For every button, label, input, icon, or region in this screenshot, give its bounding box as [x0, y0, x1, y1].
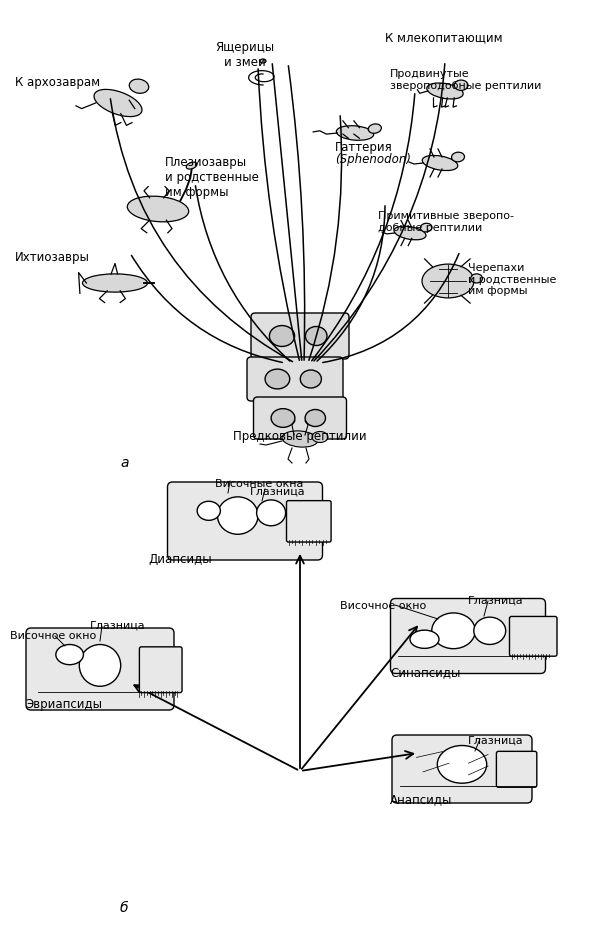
Text: Примитивные зверопо-
добные рептилии: Примитивные зверопо- добные рептилии [378, 211, 514, 233]
Ellipse shape [474, 617, 506, 644]
Ellipse shape [197, 501, 220, 520]
Ellipse shape [129, 79, 149, 93]
Text: Глазница: Глазница [250, 487, 305, 497]
Ellipse shape [410, 630, 439, 648]
FancyBboxPatch shape [251, 313, 349, 359]
Ellipse shape [269, 326, 295, 346]
FancyBboxPatch shape [26, 628, 174, 710]
Text: Диапсиды: Диапсиды [148, 553, 212, 566]
Ellipse shape [368, 124, 382, 133]
Ellipse shape [127, 196, 189, 222]
Text: а: а [120, 456, 128, 470]
FancyBboxPatch shape [391, 599, 545, 673]
FancyBboxPatch shape [392, 735, 532, 803]
Ellipse shape [271, 409, 295, 427]
Ellipse shape [432, 613, 475, 649]
Text: Глазница: Глазница [468, 596, 524, 606]
Text: (Sphenodon): (Sphenodon) [335, 153, 411, 166]
Ellipse shape [83, 274, 148, 292]
Ellipse shape [186, 162, 197, 169]
Text: Височные окна: Височные окна [215, 479, 304, 489]
Text: Черепахи
и родственные
им формы: Черепахи и родственные им формы [468, 263, 556, 296]
Text: Ихтиозавры: Ихтиозавры [15, 251, 90, 264]
Ellipse shape [305, 327, 327, 345]
Text: К архозаврам: К архозаврам [15, 76, 100, 89]
Ellipse shape [282, 431, 318, 447]
Ellipse shape [422, 155, 458, 170]
Text: Предковые рептилии: Предковые рептилии [233, 430, 367, 443]
Text: Височное окно: Височное окно [10, 631, 96, 641]
FancyBboxPatch shape [167, 482, 323, 560]
Text: К млекопитающим: К млекопитающим [385, 31, 503, 44]
Text: б: б [120, 901, 128, 915]
FancyBboxPatch shape [496, 751, 537, 788]
FancyBboxPatch shape [287, 501, 331, 542]
Ellipse shape [454, 80, 468, 90]
Text: Гаттерия: Гаттерия [335, 141, 393, 154]
Ellipse shape [337, 126, 374, 141]
FancyBboxPatch shape [139, 647, 182, 693]
Ellipse shape [471, 274, 482, 283]
Ellipse shape [305, 410, 325, 426]
Ellipse shape [427, 83, 463, 99]
Text: Височное окно: Височное окно [340, 601, 426, 611]
Ellipse shape [422, 264, 474, 298]
Text: Ящерицы
и змеи: Ящерицы и змеи [215, 41, 275, 69]
Text: Глазница: Глазница [468, 736, 524, 746]
Ellipse shape [260, 59, 266, 63]
FancyBboxPatch shape [254, 397, 347, 439]
Text: Продвинутые
звероподобные рептилии: Продвинутые звероподобные рептилии [390, 69, 541, 90]
Ellipse shape [421, 223, 432, 232]
Ellipse shape [79, 644, 121, 686]
Ellipse shape [300, 370, 322, 388]
Ellipse shape [265, 369, 290, 389]
FancyBboxPatch shape [509, 616, 557, 656]
Text: Синапсиды: Синапсиды [390, 666, 460, 679]
Ellipse shape [56, 644, 83, 665]
Ellipse shape [394, 226, 426, 240]
Ellipse shape [452, 152, 464, 162]
Ellipse shape [94, 89, 142, 116]
Ellipse shape [312, 431, 328, 442]
Text: Плезиозавры
и родственные
им формы: Плезиозавры и родственные им формы [165, 156, 259, 199]
Text: Глазница: Глазница [90, 621, 146, 631]
Ellipse shape [437, 746, 487, 783]
Ellipse shape [217, 497, 258, 534]
Text: Анапсиды: Анапсиды [390, 793, 452, 806]
Ellipse shape [257, 500, 286, 526]
FancyBboxPatch shape [247, 357, 343, 401]
Text: Эвриапсиды: Эвриапсиды [25, 698, 102, 711]
